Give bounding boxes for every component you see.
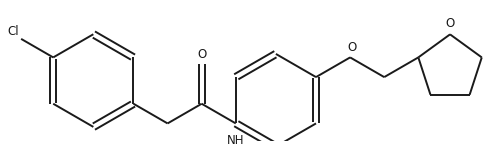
Text: NH: NH [227, 134, 245, 147]
Text: O: O [197, 48, 206, 61]
Text: O: O [445, 17, 455, 30]
Text: Cl: Cl [7, 25, 19, 38]
Text: O: O [348, 41, 357, 54]
